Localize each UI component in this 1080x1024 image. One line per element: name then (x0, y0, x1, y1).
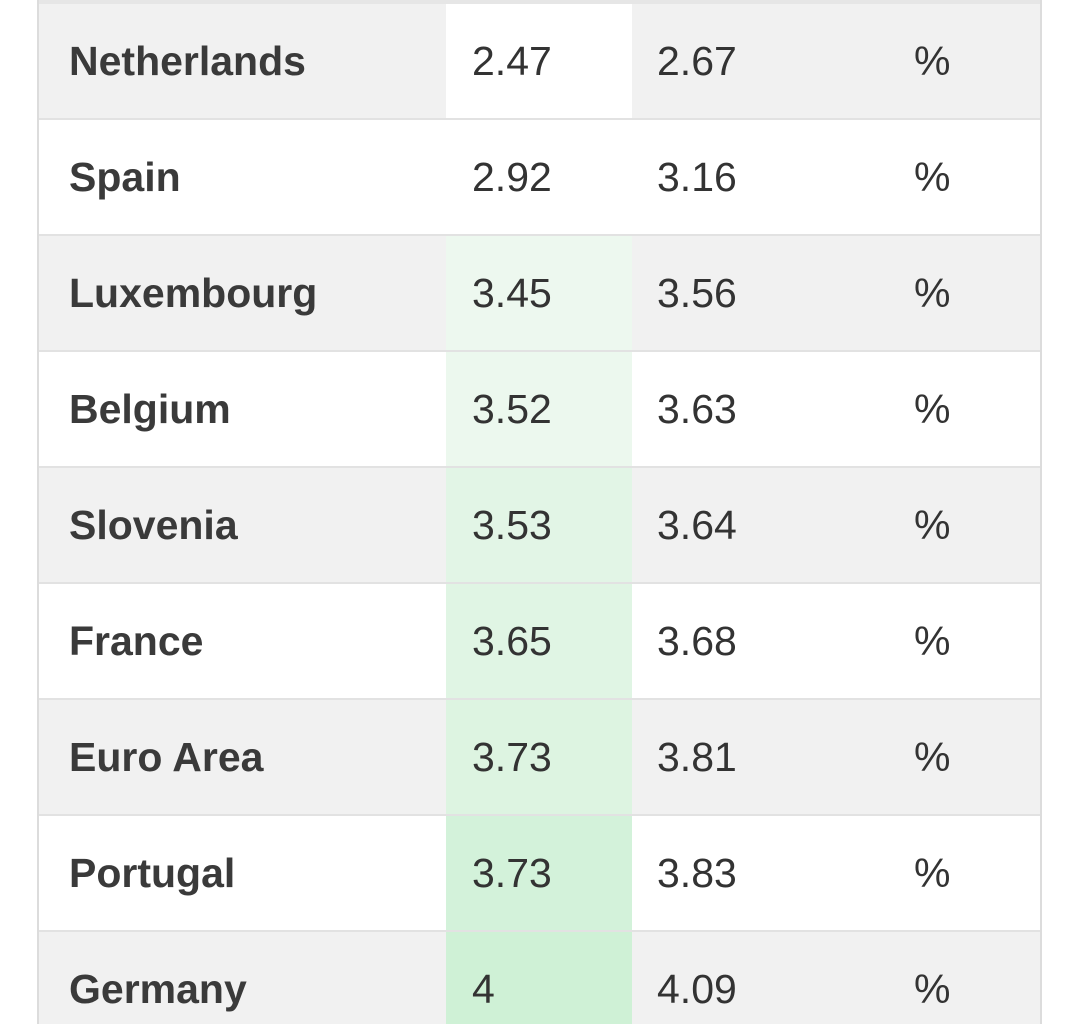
unit-cell: % (914, 965, 951, 1012)
actual-cell: 2.47 (446, 4, 632, 118)
table-row[interactable]: France 3.65 3.68 % (39, 584, 1040, 700)
previous-cell: 4.09 (657, 965, 737, 1012)
data-table: Netherlands 2.47 2.67 % Spain 2.92 3.16 … (37, 0, 1042, 1024)
previous-cell: 2.67 (657, 37, 737, 84)
country-cell: Germany (69, 965, 247, 1012)
unit-cell: % (914, 849, 951, 896)
unit-cell: % (914, 153, 951, 200)
table-row[interactable]: Euro Area 3.73 3.81 % (39, 700, 1040, 816)
table-row[interactable]: Netherlands 2.47 2.67 % (39, 4, 1040, 120)
country-cell: Slovenia (69, 501, 238, 548)
actual-cell: 2.92 (446, 120, 632, 234)
country-cell: Spain (69, 153, 181, 200)
actual-cell: 4 (446, 932, 632, 1024)
country-cell: Portugal (69, 849, 236, 896)
unit-cell: % (914, 617, 951, 664)
country-cell: Luxembourg (69, 269, 318, 316)
previous-cell: 3.63 (657, 385, 737, 432)
table-row[interactable]: Slovenia 3.53 3.64 % (39, 468, 1040, 584)
actual-cell: 3.73 (446, 700, 632, 814)
previous-cell: 3.64 (657, 501, 737, 548)
unit-cell: % (914, 37, 951, 84)
actual-cell: 3.65 (446, 584, 632, 698)
previous-cell: 3.16 (657, 153, 737, 200)
country-cell: France (69, 617, 204, 664)
table-row[interactable]: Spain 2.92 3.16 % (39, 120, 1040, 236)
table-body: Netherlands 2.47 2.67 % Spain 2.92 3.16 … (39, 4, 1040, 1024)
country-cell: Euro Area (69, 733, 264, 780)
table-top-edge (39, 0, 1040, 6)
previous-cell: 3.81 (657, 733, 737, 780)
unit-cell: % (914, 733, 951, 780)
table-row[interactable]: Germany 4 4.09 % (39, 932, 1040, 1024)
country-cell: Netherlands (69, 37, 306, 84)
table-row[interactable]: Luxembourg 3.45 3.56 % (39, 236, 1040, 352)
actual-cell: 3.53 (446, 468, 632, 582)
table-row[interactable]: Belgium 3.52 3.63 % (39, 352, 1040, 468)
actual-cell: 3.45 (446, 236, 632, 350)
previous-cell: 3.83 (657, 849, 737, 896)
actual-cell: 3.73 (446, 816, 632, 930)
unit-cell: % (914, 501, 951, 548)
unit-cell: % (914, 269, 951, 316)
country-cell: Belgium (69, 385, 231, 432)
previous-cell: 3.68 (657, 617, 737, 664)
actual-cell: 3.52 (446, 352, 632, 466)
previous-cell: 3.56 (657, 269, 737, 316)
table-row[interactable]: Portugal 3.73 3.83 % (39, 816, 1040, 932)
unit-cell: % (914, 385, 951, 432)
